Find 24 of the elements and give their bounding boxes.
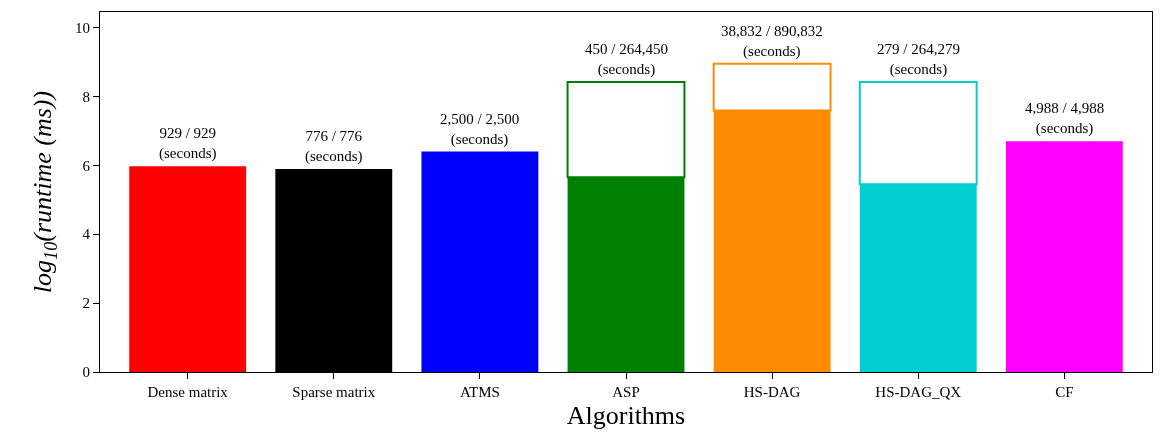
y-tick-label: 0 bbox=[82, 364, 90, 381]
x-tick-label: ASP bbox=[612, 384, 640, 400]
y-tick-label: 2 bbox=[82, 295, 90, 312]
y-tick-label: 6 bbox=[82, 157, 91, 174]
total-label: 450 / 264,450 (seconds) bbox=[585, 41, 668, 78]
y-tick-label: 4 bbox=[82, 226, 91, 243]
total-label: 2,500 / 2,500 (seconds) bbox=[440, 111, 520, 148]
x-tick-label: ATMS bbox=[459, 384, 500, 400]
x-axis-title: Algorithms bbox=[566, 400, 686, 430]
y-tick-label: 10 bbox=[75, 19, 90, 36]
x-tick-label: CF bbox=[1055, 384, 1074, 400]
total-label: 776 / 776 (seconds) bbox=[305, 128, 363, 165]
total-label: 279 / 264,279 (seconds) bbox=[877, 41, 960, 78]
y-tick-label: 8 bbox=[82, 88, 90, 105]
x-tick-label: HS-DAG bbox=[743, 384, 801, 400]
bar bbox=[129, 166, 247, 372]
x-tick-label: Sparse matrix bbox=[292, 384, 376, 400]
total-label: 38,832 / 890,832 (seconds) bbox=[721, 23, 823, 60]
bar bbox=[421, 151, 539, 372]
x-tick-label: HS-DAG_QX bbox=[875, 384, 962, 400]
x-tick-label: Dense matrix bbox=[147, 384, 229, 400]
bar bbox=[1005, 141, 1123, 372]
total-label: 4,988 / 4,988 (seconds) bbox=[1025, 100, 1105, 137]
total-label: 929 / 929 (seconds) bbox=[159, 125, 217, 162]
